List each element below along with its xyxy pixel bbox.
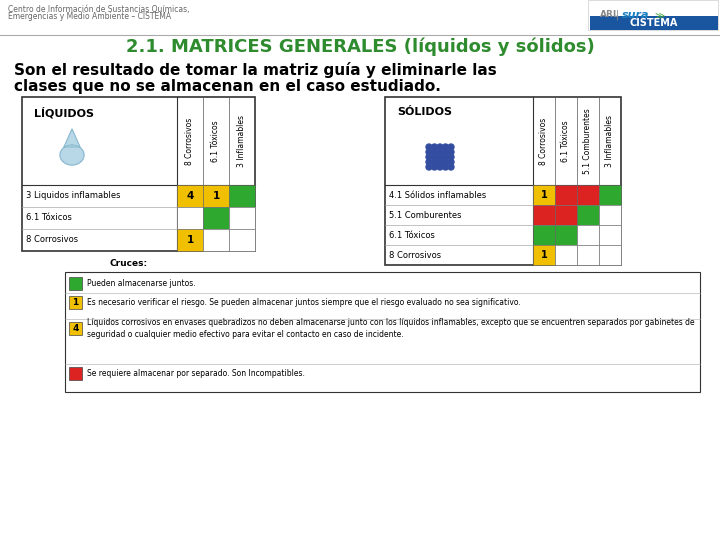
Text: Cruces:: Cruces:: [110, 259, 148, 268]
Circle shape: [437, 149, 443, 155]
Bar: [385, 97, 621, 265]
Text: 4.1 Sólidos inflamables: 4.1 Sólidos inflamables: [389, 191, 486, 199]
Circle shape: [437, 159, 443, 165]
Text: 6.1 Tóxicos: 6.1 Tóxicos: [389, 231, 435, 240]
Bar: [533, 245, 555, 265]
Circle shape: [448, 149, 454, 155]
Text: Son el resultado de tomar la matriz guía y eliminarle las: Son el resultado de tomar la matriz guía…: [14, 62, 497, 78]
Text: LÍQUIDOS: LÍQUIDOS: [34, 107, 94, 118]
Circle shape: [431, 144, 438, 150]
Text: 8 Corrosivos: 8 Corrosivos: [389, 251, 441, 260]
Text: 1: 1: [73, 298, 78, 307]
Text: 1: 1: [541, 190, 547, 200]
Text: clases que no se almacenan en el caso estudiado.: clases que no se almacenan en el caso es…: [14, 79, 441, 94]
Bar: [229, 207, 255, 229]
Bar: [69, 367, 82, 380]
Bar: [555, 205, 577, 225]
Circle shape: [431, 149, 438, 155]
Bar: [203, 185, 229, 207]
Bar: [555, 225, 577, 245]
Bar: [203, 229, 229, 251]
Bar: [577, 225, 599, 245]
Text: Se requiere almacenar por separado. Son Incompatibles.: Se requiere almacenar por separado. Son …: [87, 369, 305, 378]
Circle shape: [426, 149, 432, 155]
Circle shape: [437, 154, 443, 160]
Bar: [599, 185, 621, 205]
Bar: [229, 229, 255, 251]
Circle shape: [443, 154, 449, 160]
Bar: [177, 207, 203, 229]
Text: 3 Inflamables: 3 Inflamables: [606, 115, 614, 167]
Text: Líquidos corrosivos en envases quebradizos no deben almacenarse junto con los lí: Líquidos corrosivos en envases quebradiz…: [87, 319, 695, 339]
Bar: [533, 205, 555, 225]
Text: 8 Corrosivos: 8 Corrosivos: [539, 117, 549, 165]
Bar: [599, 205, 621, 225]
Bar: [65, 272, 700, 392]
Text: 8 Corrosivos: 8 Corrosivos: [186, 117, 194, 165]
Circle shape: [431, 164, 438, 170]
Text: 5.1 Comburentes: 5.1 Comburentes: [583, 108, 593, 174]
Circle shape: [443, 164, 449, 170]
Circle shape: [448, 154, 454, 160]
Circle shape: [448, 164, 454, 170]
Text: sura: sura: [622, 10, 649, 20]
Bar: [577, 205, 599, 225]
Text: 5.1 Comburentes: 5.1 Comburentes: [389, 211, 462, 219]
Polygon shape: [60, 145, 84, 165]
Text: Es necesario verificar el riesgo. Se pueden almacenar juntos siempre que el ries: Es necesario verificar el riesgo. Se pue…: [87, 298, 521, 307]
Circle shape: [443, 159, 449, 165]
Bar: [599, 225, 621, 245]
Circle shape: [431, 159, 438, 165]
Bar: [177, 229, 203, 251]
Bar: [177, 185, 203, 207]
Circle shape: [431, 154, 438, 160]
Bar: [588, 0, 718, 30]
Circle shape: [443, 149, 449, 155]
Bar: [69, 296, 82, 309]
Bar: [599, 245, 621, 265]
Text: Centro de Información de Sustancias Químicas,: Centro de Información de Sustancias Quím…: [8, 5, 189, 14]
Text: |: |: [616, 10, 619, 21]
Circle shape: [448, 144, 454, 150]
Text: Pueden almacenarse juntos.: Pueden almacenarse juntos.: [87, 279, 196, 288]
Bar: [229, 185, 255, 207]
Bar: [555, 245, 577, 265]
Text: 4: 4: [72, 324, 78, 333]
Circle shape: [426, 164, 432, 170]
Bar: [533, 185, 555, 205]
Circle shape: [426, 159, 432, 165]
Text: 1: 1: [186, 235, 194, 245]
Text: SÓLIDOS: SÓLIDOS: [397, 107, 452, 117]
Bar: [577, 185, 599, 205]
Text: 3 Liquidos inflamables: 3 Liquidos inflamables: [26, 192, 120, 200]
Bar: [69, 277, 82, 290]
Text: Emergencias y Medio Ambiente – CISTEMA: Emergencias y Medio Ambiente – CISTEMA: [8, 12, 171, 21]
Circle shape: [437, 164, 443, 170]
Bar: [203, 207, 229, 229]
Bar: [22, 97, 255, 251]
Circle shape: [443, 144, 449, 150]
Bar: [69, 322, 82, 335]
Text: 6.1 Tóxicos: 6.1 Tóxicos: [212, 120, 220, 162]
Text: 8 Corrosivos: 8 Corrosivos: [26, 235, 78, 245]
Text: ≫: ≫: [654, 10, 665, 20]
Bar: [590, 16, 718, 30]
Text: 6.1 Tóxicos: 6.1 Tóxicos: [562, 120, 570, 162]
Text: ARL: ARL: [600, 10, 620, 19]
Bar: [555, 185, 577, 205]
Text: 1: 1: [541, 250, 547, 260]
Polygon shape: [64, 129, 80, 147]
Circle shape: [426, 144, 432, 150]
Text: CISTEMA: CISTEMA: [630, 18, 678, 28]
Circle shape: [437, 144, 443, 150]
Text: 6.1 Tóxicos: 6.1 Tóxicos: [26, 213, 72, 222]
Circle shape: [426, 154, 432, 160]
Text: 3 Inflamables: 3 Inflamables: [238, 115, 246, 167]
Text: 1: 1: [212, 191, 220, 201]
Text: 4: 4: [186, 191, 194, 201]
Bar: [577, 245, 599, 265]
Circle shape: [448, 159, 454, 165]
Text: 2.1. MATRICES GENERALES (líquidos y sólidos): 2.1. MATRICES GENERALES (líquidos y sóli…: [125, 38, 595, 57]
Bar: [533, 225, 555, 245]
